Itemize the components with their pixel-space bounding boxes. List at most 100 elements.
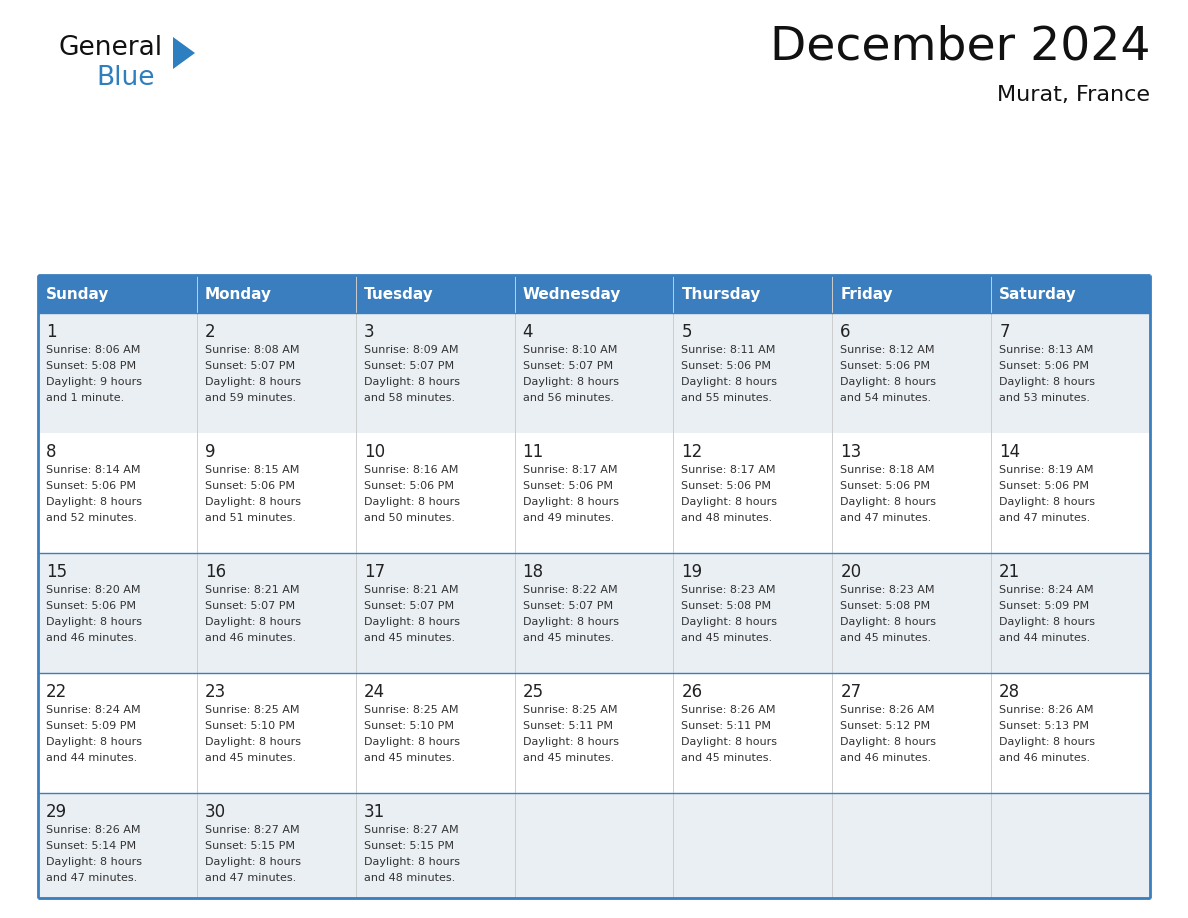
Text: Sunset: 5:07 PM: Sunset: 5:07 PM bbox=[364, 601, 454, 611]
Text: and 53 minutes.: and 53 minutes. bbox=[999, 393, 1091, 403]
Text: 6: 6 bbox=[840, 323, 851, 341]
Text: and 47 minutes.: and 47 minutes. bbox=[46, 873, 138, 883]
Text: Sunset: 5:15 PM: Sunset: 5:15 PM bbox=[364, 841, 454, 851]
Text: Daylight: 8 hours: Daylight: 8 hours bbox=[840, 377, 936, 387]
Text: Sunset: 5:06 PM: Sunset: 5:06 PM bbox=[682, 361, 771, 371]
Text: Sunrise: 8:20 AM: Sunrise: 8:20 AM bbox=[46, 585, 140, 595]
Text: Sunset: 5:08 PM: Sunset: 5:08 PM bbox=[840, 601, 930, 611]
Text: 31: 31 bbox=[364, 803, 385, 821]
Text: Sunrise: 8:19 AM: Sunrise: 8:19 AM bbox=[999, 465, 1094, 475]
Text: Daylight: 8 hours: Daylight: 8 hours bbox=[46, 857, 143, 867]
Text: and 1 minute.: and 1 minute. bbox=[46, 393, 125, 403]
Text: Sunrise: 8:21 AM: Sunrise: 8:21 AM bbox=[364, 585, 459, 595]
Text: General: General bbox=[58, 35, 162, 61]
Text: 27: 27 bbox=[840, 683, 861, 701]
Bar bbox=[197, 793, 355, 898]
Text: Sunrise: 8:16 AM: Sunrise: 8:16 AM bbox=[364, 465, 459, 475]
Text: Sunrise: 8:25 AM: Sunrise: 8:25 AM bbox=[364, 705, 459, 715]
Text: 14: 14 bbox=[999, 443, 1020, 461]
Text: Daylight: 8 hours: Daylight: 8 hours bbox=[999, 377, 1095, 387]
Text: 20: 20 bbox=[840, 563, 861, 581]
Text: Sunset: 5:12 PM: Sunset: 5:12 PM bbox=[840, 721, 930, 731]
Text: Blue: Blue bbox=[96, 65, 154, 91]
Text: Sunset: 5:06 PM: Sunset: 5:06 PM bbox=[999, 481, 1089, 491]
Text: Sunrise: 8:17 AM: Sunrise: 8:17 AM bbox=[682, 465, 776, 475]
Text: Daylight: 8 hours: Daylight: 8 hours bbox=[523, 737, 619, 747]
Text: and 47 minutes.: and 47 minutes. bbox=[204, 873, 296, 883]
Text: and 56 minutes.: and 56 minutes. bbox=[523, 393, 613, 403]
Text: Sunset: 5:06 PM: Sunset: 5:06 PM bbox=[204, 481, 295, 491]
Bar bbox=[991, 275, 1150, 313]
Text: Daylight: 8 hours: Daylight: 8 hours bbox=[840, 497, 936, 507]
Text: 11: 11 bbox=[523, 443, 544, 461]
Text: Sunset: 5:15 PM: Sunset: 5:15 PM bbox=[204, 841, 295, 851]
Text: Sunrise: 8:27 AM: Sunrise: 8:27 AM bbox=[364, 825, 459, 835]
Text: Sunset: 5:07 PM: Sunset: 5:07 PM bbox=[523, 361, 613, 371]
Bar bbox=[674, 553, 833, 673]
Bar bbox=[674, 313, 833, 433]
Text: and 48 minutes.: and 48 minutes. bbox=[364, 873, 455, 883]
Text: 30: 30 bbox=[204, 803, 226, 821]
Text: Sunset: 5:07 PM: Sunset: 5:07 PM bbox=[204, 361, 295, 371]
Text: 26: 26 bbox=[682, 683, 702, 701]
Text: and 45 minutes.: and 45 minutes. bbox=[204, 753, 296, 763]
Text: Sunrise: 8:11 AM: Sunrise: 8:11 AM bbox=[682, 345, 776, 355]
Text: Daylight: 8 hours: Daylight: 8 hours bbox=[682, 497, 777, 507]
Text: Sunset: 5:06 PM: Sunset: 5:06 PM bbox=[46, 601, 135, 611]
Text: and 45 minutes.: and 45 minutes. bbox=[840, 633, 931, 643]
Text: Sunrise: 8:10 AM: Sunrise: 8:10 AM bbox=[523, 345, 617, 355]
Bar bbox=[991, 793, 1150, 898]
Text: and 52 minutes.: and 52 minutes. bbox=[46, 513, 137, 523]
Text: Daylight: 8 hours: Daylight: 8 hours bbox=[999, 617, 1095, 627]
Text: Sunrise: 8:21 AM: Sunrise: 8:21 AM bbox=[204, 585, 299, 595]
Text: 8: 8 bbox=[46, 443, 57, 461]
Bar bbox=[833, 313, 991, 433]
Text: and 44 minutes.: and 44 minutes. bbox=[999, 633, 1091, 643]
Text: Daylight: 8 hours: Daylight: 8 hours bbox=[682, 377, 777, 387]
Text: Daylight: 8 hours: Daylight: 8 hours bbox=[204, 617, 301, 627]
Bar bbox=[38, 313, 197, 433]
Text: Daylight: 8 hours: Daylight: 8 hours bbox=[682, 617, 777, 627]
Text: and 44 minutes.: and 44 minutes. bbox=[46, 753, 138, 763]
Text: Sunrise: 8:23 AM: Sunrise: 8:23 AM bbox=[840, 585, 935, 595]
Text: Sunrise: 8:27 AM: Sunrise: 8:27 AM bbox=[204, 825, 299, 835]
Text: and 45 minutes.: and 45 minutes. bbox=[364, 633, 455, 643]
Text: Daylight: 8 hours: Daylight: 8 hours bbox=[364, 617, 460, 627]
Text: and 45 minutes.: and 45 minutes. bbox=[364, 753, 455, 763]
Text: Sunset: 5:08 PM: Sunset: 5:08 PM bbox=[682, 601, 771, 611]
Text: Sunrise: 8:15 AM: Sunrise: 8:15 AM bbox=[204, 465, 299, 475]
Text: Sunrise: 8:22 AM: Sunrise: 8:22 AM bbox=[523, 585, 618, 595]
Text: Sunrise: 8:26 AM: Sunrise: 8:26 AM bbox=[682, 705, 776, 715]
Text: Sunrise: 8:26 AM: Sunrise: 8:26 AM bbox=[840, 705, 935, 715]
Text: Sunset: 5:13 PM: Sunset: 5:13 PM bbox=[999, 721, 1089, 731]
Text: Daylight: 8 hours: Daylight: 8 hours bbox=[364, 857, 460, 867]
Bar bbox=[991, 553, 1150, 673]
Bar bbox=[38, 553, 197, 673]
Text: 15: 15 bbox=[46, 563, 68, 581]
Text: Daylight: 8 hours: Daylight: 8 hours bbox=[46, 737, 143, 747]
Bar bbox=[674, 433, 833, 553]
Bar bbox=[38, 275, 197, 313]
Text: and 45 minutes.: and 45 minutes. bbox=[682, 753, 772, 763]
Text: and 55 minutes.: and 55 minutes. bbox=[682, 393, 772, 403]
Text: December 2024: December 2024 bbox=[770, 25, 1150, 70]
Text: Sunset: 5:06 PM: Sunset: 5:06 PM bbox=[523, 481, 613, 491]
Text: Sunrise: 8:23 AM: Sunrise: 8:23 AM bbox=[682, 585, 776, 595]
Text: Wednesday: Wednesday bbox=[523, 286, 621, 301]
Text: Sunrise: 8:24 AM: Sunrise: 8:24 AM bbox=[46, 705, 140, 715]
Text: Daylight: 8 hours: Daylight: 8 hours bbox=[204, 857, 301, 867]
Text: Daylight: 8 hours: Daylight: 8 hours bbox=[204, 737, 301, 747]
Text: 17: 17 bbox=[364, 563, 385, 581]
Text: 13: 13 bbox=[840, 443, 861, 461]
Text: and 51 minutes.: and 51 minutes. bbox=[204, 513, 296, 523]
Text: Sunset: 5:07 PM: Sunset: 5:07 PM bbox=[364, 361, 454, 371]
Bar bbox=[355, 275, 514, 313]
Bar bbox=[197, 433, 355, 553]
Bar bbox=[38, 673, 197, 793]
Text: Saturday: Saturday bbox=[999, 286, 1076, 301]
Text: Sunrise: 8:06 AM: Sunrise: 8:06 AM bbox=[46, 345, 140, 355]
Bar bbox=[514, 673, 674, 793]
Text: Daylight: 8 hours: Daylight: 8 hours bbox=[523, 617, 619, 627]
Text: Daylight: 8 hours: Daylight: 8 hours bbox=[204, 497, 301, 507]
Bar bbox=[197, 673, 355, 793]
